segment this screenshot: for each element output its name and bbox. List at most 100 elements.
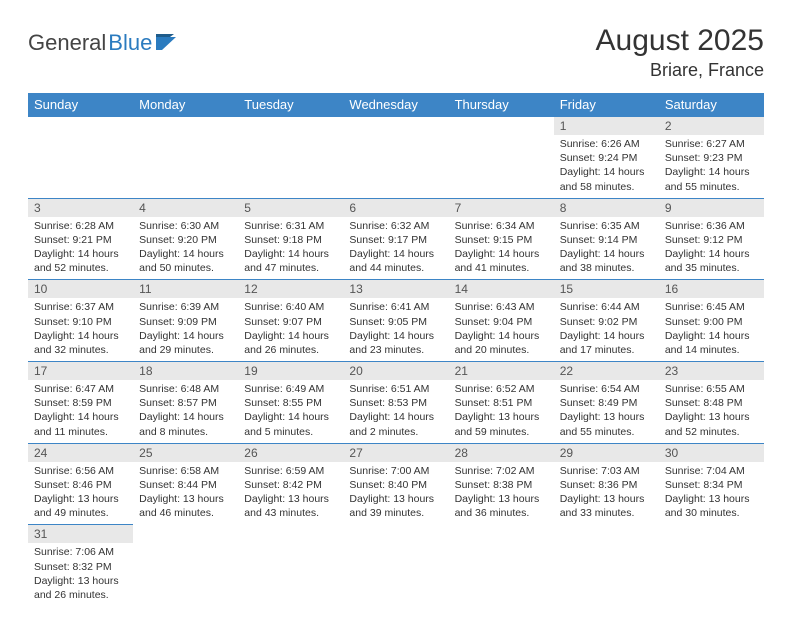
- day-info-line: and 5 minutes.: [244, 425, 337, 439]
- day-info: Sunrise: 7:02 AMSunset: 8:38 PMDaylight:…: [449, 462, 554, 525]
- calendar-week-row: 24Sunrise: 6:56 AMSunset: 8:46 PMDayligh…: [28, 443, 764, 525]
- day-info-line: and 20 minutes.: [455, 343, 548, 357]
- day-info-line: Sunrise: 6:43 AM: [455, 300, 548, 314]
- day-number: 26: [238, 444, 343, 462]
- day-number: 4: [133, 199, 238, 217]
- day-info: Sunrise: 6:59 AMSunset: 8:42 PMDaylight:…: [238, 462, 343, 525]
- day-info-line: Daylight: 13 hours: [455, 492, 548, 506]
- calendar-week-row: 1Sunrise: 6:26 AMSunset: 9:24 PMDaylight…: [28, 117, 764, 199]
- day-info-line: Sunrise: 7:04 AM: [665, 464, 758, 478]
- day-info-line: Sunset: 9:04 PM: [455, 315, 548, 329]
- day-info-line: Sunset: 9:07 PM: [244, 315, 337, 329]
- calendar-cell: [449, 117, 554, 199]
- day-info-line: and 43 minutes.: [244, 506, 337, 520]
- day-info: Sunrise: 7:03 AMSunset: 8:36 PMDaylight:…: [554, 462, 659, 525]
- day-info-line: Sunset: 8:32 PM: [34, 560, 127, 574]
- day-number: 27: [343, 444, 448, 462]
- day-info-line: Sunrise: 6:44 AM: [560, 300, 653, 314]
- day-number: 19: [238, 362, 343, 380]
- day-info: Sunrise: 6:43 AMSunset: 9:04 PMDaylight:…: [449, 298, 554, 361]
- day-info-line: Daylight: 14 hours: [139, 329, 232, 343]
- day-info-line: Daylight: 14 hours: [349, 247, 442, 261]
- calendar-cell: 10Sunrise: 6:37 AMSunset: 9:10 PMDayligh…: [28, 280, 133, 362]
- calendar-cell: [238, 525, 343, 606]
- calendar-cell: 13Sunrise: 6:41 AMSunset: 9:05 PMDayligh…: [343, 280, 448, 362]
- day-number: 25: [133, 444, 238, 462]
- day-info-line: Sunrise: 6:58 AM: [139, 464, 232, 478]
- calendar-cell: 12Sunrise: 6:40 AMSunset: 9:07 PMDayligh…: [238, 280, 343, 362]
- weekday-header: Sunday: [28, 93, 133, 117]
- day-number: 14: [449, 280, 554, 298]
- calendar-cell: 19Sunrise: 6:49 AMSunset: 8:55 PMDayligh…: [238, 362, 343, 444]
- day-number: 15: [554, 280, 659, 298]
- day-number: 11: [133, 280, 238, 298]
- day-info: Sunrise: 6:28 AMSunset: 9:21 PMDaylight:…: [28, 217, 133, 280]
- day-number: 21: [449, 362, 554, 380]
- day-info-line: and 38 minutes.: [560, 261, 653, 275]
- day-info-line: Daylight: 14 hours: [139, 247, 232, 261]
- day-info-line: Sunrise: 7:00 AM: [349, 464, 442, 478]
- day-info-line: Sunrise: 6:28 AM: [34, 219, 127, 233]
- location: Briare, France: [596, 60, 764, 81]
- day-info: Sunrise: 6:39 AMSunset: 9:09 PMDaylight:…: [133, 298, 238, 361]
- day-info-line: Daylight: 14 hours: [455, 247, 548, 261]
- day-info: Sunrise: 6:37 AMSunset: 9:10 PMDaylight:…: [28, 298, 133, 361]
- day-info: Sunrise: 6:52 AMSunset: 8:51 PMDaylight:…: [449, 380, 554, 443]
- day-info-line: and 14 minutes.: [665, 343, 758, 357]
- day-info-line: and 39 minutes.: [349, 506, 442, 520]
- day-info-line: Sunset: 9:15 PM: [455, 233, 548, 247]
- day-info: Sunrise: 6:44 AMSunset: 9:02 PMDaylight:…: [554, 298, 659, 361]
- day-info-line: and 32 minutes.: [34, 343, 127, 357]
- calendar-week-row: 10Sunrise: 6:37 AMSunset: 9:10 PMDayligh…: [28, 280, 764, 362]
- day-info-line: and 33 minutes.: [560, 506, 653, 520]
- calendar-cell: 25Sunrise: 6:58 AMSunset: 8:44 PMDayligh…: [133, 443, 238, 525]
- calendar-cell: 26Sunrise: 6:59 AMSunset: 8:42 PMDayligh…: [238, 443, 343, 525]
- day-number: 6: [343, 199, 448, 217]
- day-info-line: Sunset: 9:14 PM: [560, 233, 653, 247]
- day-number: 17: [28, 362, 133, 380]
- weekday-header: Monday: [133, 93, 238, 117]
- day-info-line: Sunset: 8:42 PM: [244, 478, 337, 492]
- weekday-header: Thursday: [449, 93, 554, 117]
- calendar-week-row: 17Sunrise: 6:47 AMSunset: 8:59 PMDayligh…: [28, 362, 764, 444]
- day-info: Sunrise: 7:00 AMSunset: 8:40 PMDaylight:…: [343, 462, 448, 525]
- day-info-line: Sunset: 8:46 PM: [34, 478, 127, 492]
- title-block: August 2025 Briare, France: [596, 24, 764, 81]
- day-number: 18: [133, 362, 238, 380]
- day-info-line: and 26 minutes.: [244, 343, 337, 357]
- day-info-line: Sunrise: 6:31 AM: [244, 219, 337, 233]
- day-info: Sunrise: 6:34 AMSunset: 9:15 PMDaylight:…: [449, 217, 554, 280]
- day-info-line: Sunset: 8:53 PM: [349, 396, 442, 410]
- day-info: Sunrise: 6:47 AMSunset: 8:59 PMDaylight:…: [28, 380, 133, 443]
- day-info-line: Sunset: 8:48 PM: [665, 396, 758, 410]
- day-number: 5: [238, 199, 343, 217]
- calendar-cell: 20Sunrise: 6:51 AMSunset: 8:53 PMDayligh…: [343, 362, 448, 444]
- logo-text-1: General: [28, 30, 106, 56]
- day-number: 30: [659, 444, 764, 462]
- calendar-cell: 24Sunrise: 6:56 AMSunset: 8:46 PMDayligh…: [28, 443, 133, 525]
- calendar-cell: 4Sunrise: 6:30 AMSunset: 9:20 PMDaylight…: [133, 198, 238, 280]
- calendar-cell: 17Sunrise: 6:47 AMSunset: 8:59 PMDayligh…: [28, 362, 133, 444]
- calendar-cell: 8Sunrise: 6:35 AMSunset: 9:14 PMDaylight…: [554, 198, 659, 280]
- day-number: 31: [28, 525, 133, 543]
- day-info: Sunrise: 6:30 AMSunset: 9:20 PMDaylight:…: [133, 217, 238, 280]
- calendar-table: SundayMondayTuesdayWednesdayThursdayFrid…: [28, 93, 764, 606]
- day-info-line: and 29 minutes.: [139, 343, 232, 357]
- day-info-line: Daylight: 13 hours: [560, 492, 653, 506]
- day-info-line: Sunset: 9:02 PM: [560, 315, 653, 329]
- day-info-line: Sunset: 8:36 PM: [560, 478, 653, 492]
- weekday-header: Saturday: [659, 93, 764, 117]
- day-info-line: Daylight: 14 hours: [34, 247, 127, 261]
- day-number: 2: [659, 117, 764, 135]
- day-info-line: Sunset: 9:05 PM: [349, 315, 442, 329]
- day-info-line: Daylight: 14 hours: [139, 410, 232, 424]
- day-info-line: Sunrise: 6:26 AM: [560, 137, 653, 151]
- day-info-line: Daylight: 13 hours: [560, 410, 653, 424]
- day-info-line: Sunrise: 6:37 AM: [34, 300, 127, 314]
- day-info-line: Sunset: 9:10 PM: [34, 315, 127, 329]
- day-info-line: Sunrise: 6:27 AM: [665, 137, 758, 151]
- weekday-header: Wednesday: [343, 93, 448, 117]
- calendar-cell: 14Sunrise: 6:43 AMSunset: 9:04 PMDayligh…: [449, 280, 554, 362]
- day-info-line: Sunrise: 6:45 AM: [665, 300, 758, 314]
- flag-icon: [156, 30, 178, 56]
